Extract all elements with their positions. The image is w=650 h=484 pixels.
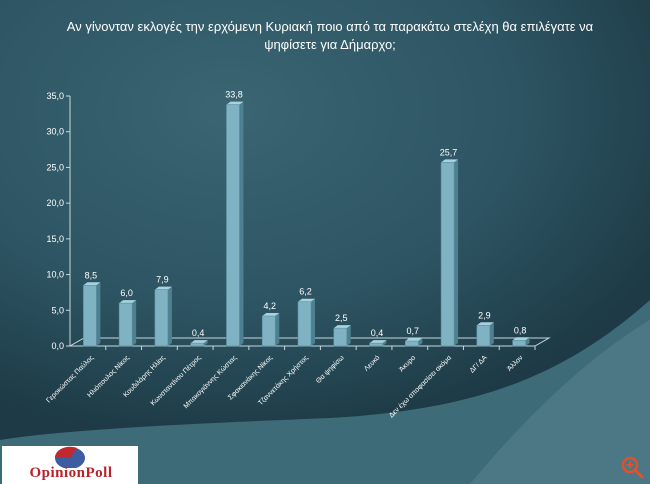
bar xyxy=(440,162,455,347)
bar-side xyxy=(132,300,137,346)
bar-top xyxy=(333,325,351,329)
bar-top xyxy=(512,337,530,341)
y-tick-label: 10,0 xyxy=(46,270,64,280)
bar-top xyxy=(405,338,423,341)
bar xyxy=(369,342,383,347)
bar-side xyxy=(96,282,101,346)
bar-side xyxy=(418,338,423,346)
bar xyxy=(118,302,133,347)
x-tick-label: Άκυρο xyxy=(398,354,417,373)
bar-side xyxy=(239,101,244,346)
zoom-in-icon[interactable] xyxy=(620,455,644,479)
bar-top xyxy=(298,298,315,302)
bar-value-label: 8,5 xyxy=(85,270,98,280)
x-tick-label: Θα ψηφίσω xyxy=(314,353,346,385)
bar xyxy=(83,284,97,347)
y-tick-label: 15,0 xyxy=(46,234,64,244)
bar-value-label: 0,4 xyxy=(192,328,205,338)
x-tick-label: Δεν έχω αποφασίσει ακόμα xyxy=(387,354,453,420)
bar xyxy=(154,289,169,347)
bar-value-label: 33,8 xyxy=(225,90,243,100)
bar-value-label: 0,8 xyxy=(514,325,527,335)
bar-value-label: 6,2 xyxy=(299,287,312,297)
bar-top xyxy=(476,322,494,326)
bar xyxy=(476,324,491,347)
bar-top xyxy=(369,340,387,344)
bar-side xyxy=(489,322,494,346)
y-tick-label: 35,0 xyxy=(46,91,64,101)
bar-value-label: 4,2 xyxy=(263,301,276,311)
bar-side xyxy=(275,313,280,346)
bar-top xyxy=(226,101,244,105)
bar xyxy=(333,327,348,347)
bar-value-label: 2,5 xyxy=(335,313,348,323)
y-tick-label: 20,0 xyxy=(46,198,64,208)
opinionpoll-logo: OpinionPoll xyxy=(2,446,138,484)
x-tick-label: Λευκό xyxy=(362,354,381,373)
bar-top xyxy=(190,340,208,344)
bar xyxy=(226,104,240,347)
chart-bars xyxy=(83,101,530,347)
x-tick-label: Άλλον xyxy=(506,354,525,373)
bar-value-label: 2,9 xyxy=(478,310,491,320)
bar-side xyxy=(311,298,315,346)
y-tick-label: 0,0 xyxy=(51,341,64,351)
bar-value-label: 7,9 xyxy=(156,275,169,285)
bar-side xyxy=(454,159,459,346)
bar-side xyxy=(382,340,387,346)
bar-top xyxy=(441,159,459,163)
y-tick-label: 5,0 xyxy=(51,305,64,315)
chart-title: Αν γίνονταν εκλογές την ερχόμενη Κυριακή… xyxy=(66,19,594,52)
bar-side xyxy=(167,286,172,346)
bar-value-label: 0,4 xyxy=(371,328,384,338)
bar xyxy=(405,340,419,347)
bar-value-label: 25,7 xyxy=(440,147,458,157)
bar-top xyxy=(262,313,280,316)
y-tick-label: 25,0 xyxy=(46,162,64,172)
bar xyxy=(512,339,526,347)
bar xyxy=(261,315,276,347)
bar xyxy=(190,342,204,347)
bar-top xyxy=(83,282,101,286)
logo-text: OpinionPoll xyxy=(29,465,113,481)
bar-side xyxy=(525,337,530,346)
bar-top xyxy=(119,300,137,304)
bar-value-label: 6,0 xyxy=(120,288,133,298)
bar-side xyxy=(203,340,208,346)
y-tick-label: 30,0 xyxy=(46,127,64,137)
x-tick-label: ΔΓ/ ΔΑ xyxy=(469,354,489,374)
bar-top xyxy=(154,286,172,290)
bar-side xyxy=(346,325,351,346)
bar xyxy=(297,301,312,347)
bar-value-label: 0,7 xyxy=(407,326,420,336)
